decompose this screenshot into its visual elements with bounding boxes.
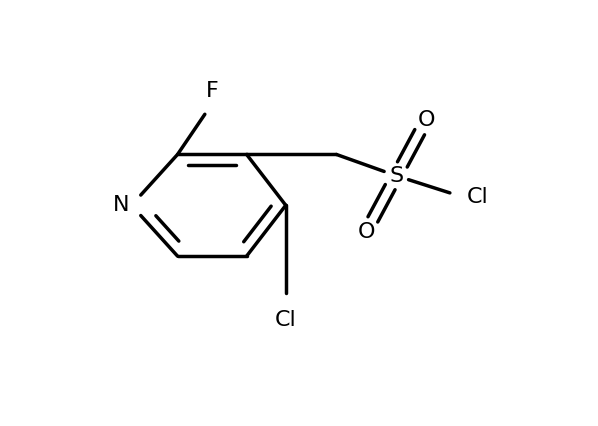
Text: F: F — [206, 81, 218, 101]
Text: Cl: Cl — [466, 187, 489, 207]
Text: S: S — [389, 166, 403, 186]
Text: N: N — [112, 195, 129, 215]
Text: O: O — [417, 110, 435, 130]
Text: Cl: Cl — [275, 310, 297, 330]
Text: O: O — [358, 222, 375, 242]
